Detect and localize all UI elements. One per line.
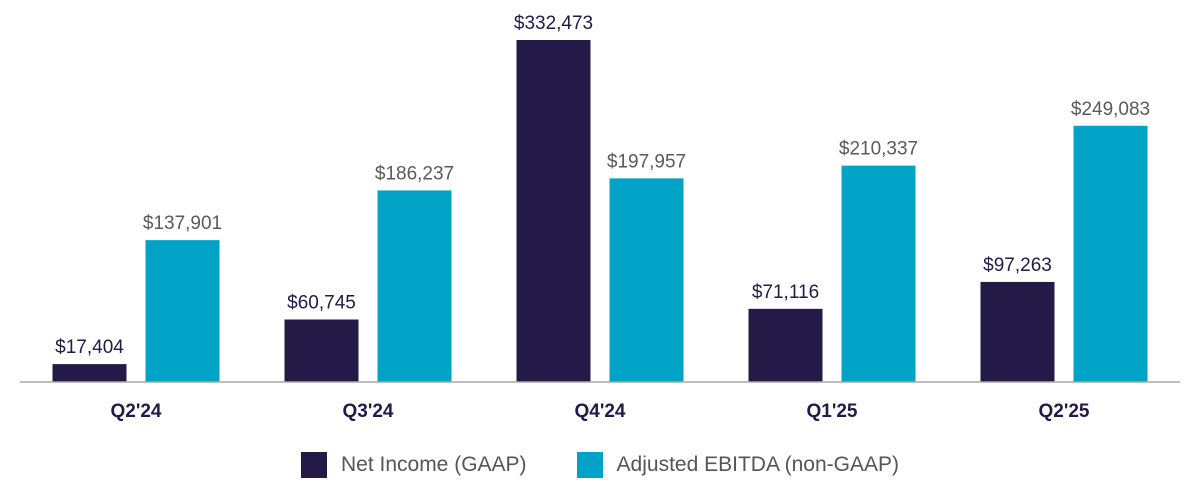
value-label-adjusted-ebitda-non-gaap-q4-24: $197,957	[607, 151, 686, 172]
legend-swatch-adjusted-ebitda	[576, 452, 603, 478]
value-label-net-income-gaap-q3-24: $60,745	[287, 293, 356, 314]
value-label-adjusted-ebitda-non-gaap-q3-24: $186,237	[375, 163, 454, 184]
category-label-q2-25: Q2'25	[1039, 401, 1090, 422]
bar-adjusted-ebitda-non-gaap-q1-25	[841, 165, 916, 382]
bar-net-income-gaap-q1-25	[748, 308, 823, 382]
legend-label-net-income: Net Income (GAAP)	[340, 453, 527, 476]
bar-adjusted-ebitda-non-gaap-q2-24	[145, 240, 220, 382]
bar-net-income-gaap-q2-24	[52, 364, 127, 382]
labels-layer: $17,404 $137,901 Q2'24 $60,745 $186,237 Q3'24…	[55, 13, 1150, 422]
value-label-adjusted-ebitda-non-gaap-q1-25: $210,337	[839, 139, 918, 160]
category-label-q2-24: Q2'24	[111, 401, 162, 422]
value-label-adjusted-ebitda-non-gaap-q2-24: $137,901	[143, 213, 222, 234]
category-label-q4-24: Q4'24	[575, 401, 626, 422]
legend-swatch-net-income	[300, 452, 327, 478]
bar-net-income-gaap-q4-24	[516, 40, 591, 382]
category-label-q3-24: Q3'24	[343, 401, 394, 422]
value-label-net-income-gaap-q2-24: $17,404	[55, 337, 124, 358]
bar-adjusted-ebitda-non-gaap-q3-24	[377, 190, 452, 382]
legend-label-adjusted-ebitda: Adjusted EBITDA (non-GAAP)	[616, 453, 900, 476]
value-label-adjusted-ebitda-non-gaap-q2-25: $249,083	[1071, 99, 1150, 120]
bar-chart: $17,404 $137,901 Q2'24 $60,745 $186,237 Q3'24…	[20, 13, 1180, 422]
bar-adjusted-ebitda-non-gaap-q2-25	[1073, 125, 1148, 382]
legend: Net Income (GAAP) Adjusted EBITDA (non-G…	[0, 452, 1200, 478]
value-label-net-income-gaap-q1-25: $71,116	[752, 282, 819, 303]
legend-item-adjusted-ebitda: Adjusted EBITDA (non-GAAP)	[576, 452, 900, 478]
value-label-net-income-gaap-q4-24: $332,473	[514, 13, 593, 34]
bar-net-income-gaap-q2-25	[980, 281, 1055, 382]
value-label-net-income-gaap-q2-25: $97,263	[983, 255, 1052, 276]
bar-adjusted-ebitda-non-gaap-q4-24	[609, 178, 684, 382]
category-label-q1-25: Q1'25	[807, 401, 858, 422]
bar-net-income-gaap-q3-24	[284, 319, 359, 382]
legend-item-net-income: Net Income (GAAP)	[300, 452, 527, 478]
bars-layer	[52, 40, 1148, 382]
